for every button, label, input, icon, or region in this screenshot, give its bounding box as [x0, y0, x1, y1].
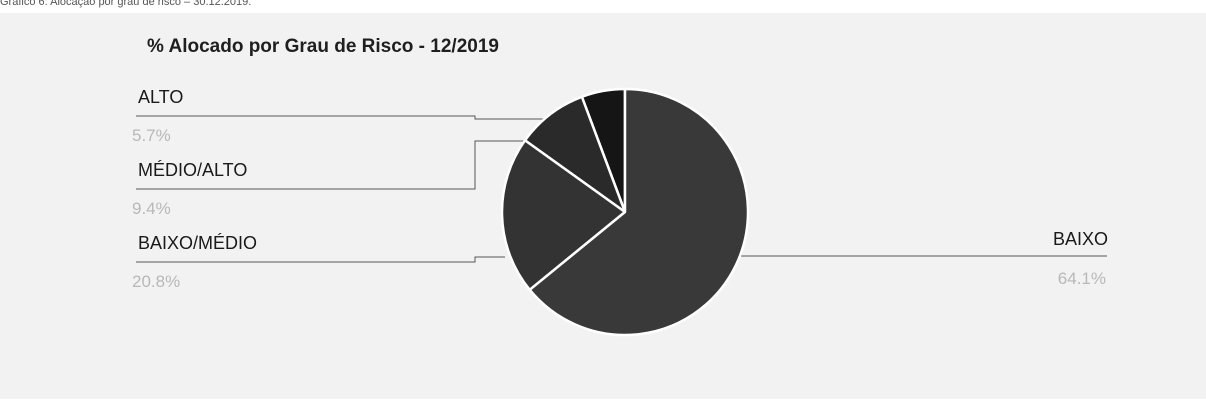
leader-line-alto: [136, 115, 545, 120]
pie-slice-baixo: [528, 87, 750, 337]
leader-lines: [136, 115, 1107, 263]
slice-value-baixo: 64.1%: [1057, 269, 1106, 288]
slice-value-baixo-medio: 20.8%: [132, 272, 181, 291]
leader-line-baixo-medio: [136, 256, 505, 263]
slice-label-baixo: BAIXO: [1052, 229, 1108, 249]
pie-slices: [500, 87, 750, 337]
leader-line-medio-alto: [136, 140, 540, 190]
slice-value-alto: 5.7%: [132, 126, 171, 145]
pie-slice-baixo-m-dio: [500, 139, 627, 292]
figure-caption: Gráfico 6: Alocação por grau de risco – …: [0, 0, 252, 8]
slice-value-medio-alto: 9.4%: [132, 199, 171, 218]
slice-label-baixo-medio: BAIXO/MÉDIO: [138, 233, 258, 253]
slice-label-alto: ALTO: [138, 87, 184, 107]
slice-label-medio-alto: MÉDIO/ALTO: [138, 160, 248, 180]
chart-title: % Alocado por Grau de Risco - 12/2019: [147, 36, 499, 57]
